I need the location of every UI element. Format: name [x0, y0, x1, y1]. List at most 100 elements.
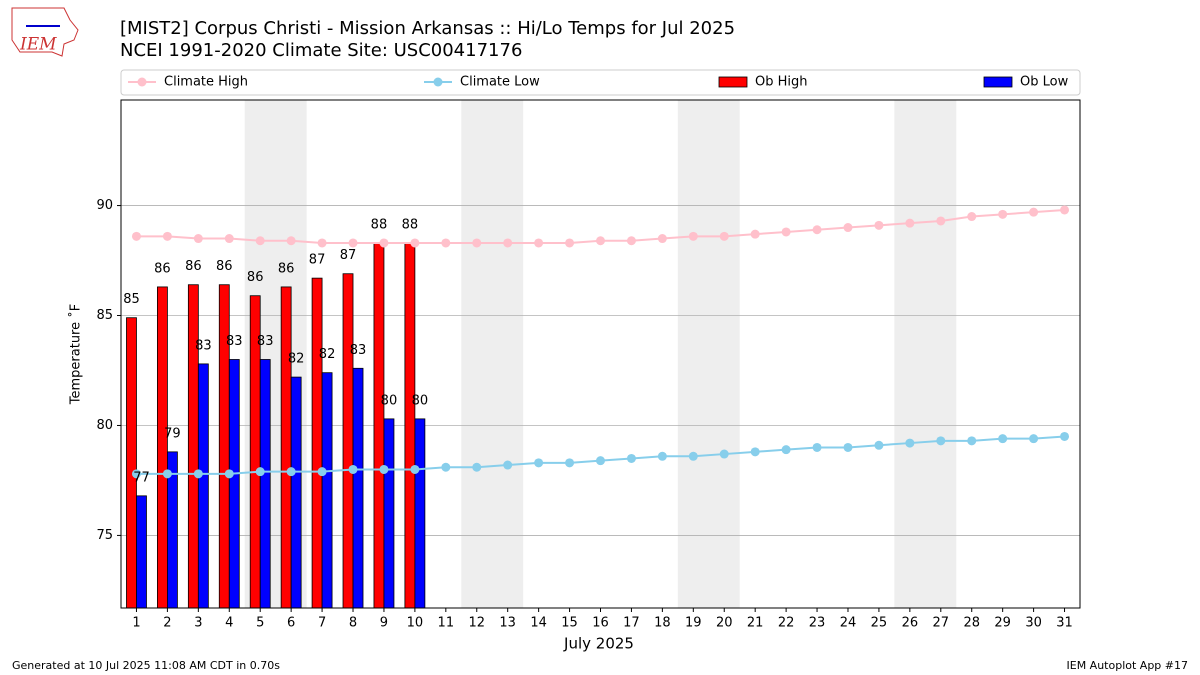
point: [348, 238, 358, 248]
point: [379, 464, 389, 474]
point: [348, 464, 358, 474]
point: [472, 238, 482, 248]
point: [1029, 434, 1039, 444]
x-tick-label: 8: [349, 616, 357, 631]
point: [503, 238, 513, 248]
x-tick-label: 22: [778, 616, 795, 631]
x-tick-label: 7: [318, 616, 326, 631]
bar: [311, 277, 323, 608]
point: [317, 238, 327, 248]
plot-area: [121, 100, 1080, 608]
y-tick-label: 75: [96, 528, 113, 543]
bar: [228, 359, 240, 608]
bar: [187, 284, 199, 608]
point: [688, 451, 698, 461]
value-label: 82: [319, 347, 336, 362]
value-label: 80: [381, 393, 398, 408]
bar: [383, 418, 395, 608]
x-tick-label: 17: [623, 616, 640, 631]
point: [843, 223, 853, 233]
legend-label: Climate Low: [460, 75, 540, 90]
point: [162, 231, 172, 241]
x-tick-label: 5: [256, 616, 264, 631]
x-tick-label: 31: [1056, 616, 1073, 631]
point: [596, 456, 605, 466]
point: [596, 236, 605, 246]
weekend-band: [894, 100, 957, 608]
x-tick-label: 23: [809, 616, 826, 631]
chart-subtitle: NCEI 1991-2020 Climate Site: USC00417176: [120, 40, 522, 61]
point: [750, 447, 760, 457]
point: [719, 231, 729, 241]
y-tick-label: 80: [96, 418, 113, 433]
value-label: 86: [247, 270, 264, 285]
point: [472, 462, 482, 472]
logo: IEM: [11, 7, 79, 57]
bar: [373, 242, 385, 608]
value-label: 86: [154, 261, 171, 276]
point: [286, 467, 296, 477]
point: [255, 236, 265, 246]
point: [874, 440, 884, 450]
bar: [259, 359, 271, 608]
point: [657, 234, 667, 244]
x-tick-label: 21: [747, 616, 764, 631]
point: [936, 216, 946, 226]
legend-swatch: [718, 76, 748, 88]
point: [812, 225, 822, 235]
x-tick-label: 6: [287, 616, 295, 631]
point: [626, 236, 636, 246]
value-label: 88: [402, 217, 419, 232]
point: [379, 238, 389, 248]
x-tick-label: 18: [654, 616, 671, 631]
point: [843, 442, 853, 452]
bar: [352, 367, 364, 608]
point: [750, 229, 760, 239]
x-tick-label: 28: [963, 616, 980, 631]
x-tick-label: 16: [592, 616, 609, 631]
point: [874, 220, 884, 230]
point: [224, 234, 234, 244]
value-label: 86: [185, 259, 202, 274]
value-label: 88: [371, 217, 388, 232]
x-tick-label: 12: [468, 616, 485, 631]
logo-outline: [11, 7, 79, 57]
point: [719, 449, 729, 459]
point: [131, 231, 141, 241]
bar: [197, 363, 209, 608]
x-tick-label: 19: [685, 616, 702, 631]
bar: [280, 286, 292, 608]
point: [905, 218, 915, 228]
x-tick-label: 15: [561, 616, 578, 631]
legend-label: Ob Low: [1020, 75, 1069, 90]
x-tick-label: 9: [380, 616, 388, 631]
point: [255, 467, 265, 477]
point: [193, 234, 203, 244]
y-axis-label: Temperature ˚F: [68, 304, 84, 405]
value-label: 80: [412, 393, 429, 408]
bar: [167, 451, 178, 608]
legend-label: Climate High: [164, 75, 248, 90]
point: [193, 469, 203, 479]
x-tick-label: 26: [902, 616, 919, 631]
point: [905, 438, 915, 448]
point: [224, 469, 234, 479]
point: [781, 445, 791, 455]
x-tick-label: 30: [1025, 616, 1042, 631]
point: [410, 464, 420, 474]
legend-box: [120, 69, 1081, 96]
point: [131, 469, 141, 479]
point: [657, 451, 667, 461]
bar: [126, 317, 137, 608]
point: [688, 231, 698, 241]
point: [1060, 431, 1070, 441]
x-tick-label: 13: [499, 616, 516, 631]
value-label: 86: [278, 261, 295, 276]
x-tick-label: 29: [994, 616, 1011, 631]
weekend-band: [461, 100, 524, 608]
point: [998, 434, 1008, 444]
bar: [157, 286, 168, 608]
bar: [404, 242, 416, 608]
legend-marker: [137, 77, 147, 87]
point: [967, 212, 977, 222]
